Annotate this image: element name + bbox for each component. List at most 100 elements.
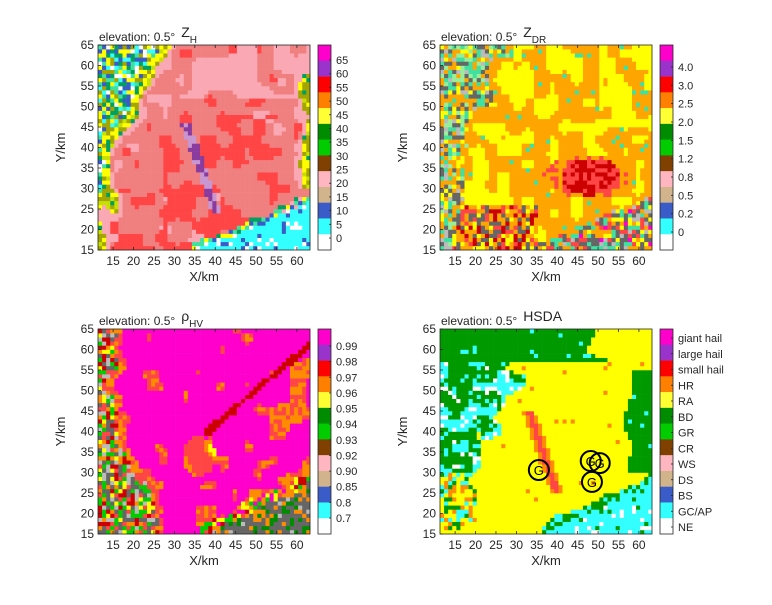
radar-cell (241, 172, 245, 176)
radar-cell (477, 238, 481, 242)
radar-cell (452, 180, 456, 184)
radar-cell (110, 78, 114, 82)
radar-cell (131, 86, 135, 90)
radar-cell (257, 66, 261, 70)
radar-cell (110, 221, 114, 225)
radar-cell (184, 176, 188, 180)
radar-cell (294, 209, 298, 213)
radar-cell (505, 74, 509, 78)
radar-cell (147, 238, 151, 242)
radar-cell (607, 180, 611, 184)
radar-cell (221, 61, 225, 65)
radar-cell (526, 168, 530, 172)
radar-cell (188, 168, 192, 172)
radar-cell (155, 82, 159, 86)
radar-cell (448, 74, 452, 78)
radar-cell (612, 45, 616, 49)
radar-cell (159, 221, 163, 225)
radar-cell (188, 86, 192, 90)
radar-cell (473, 201, 477, 205)
radar-cell (127, 57, 131, 61)
radar-cell (172, 197, 176, 201)
radar-cell (558, 127, 562, 131)
radar-cell (612, 78, 616, 82)
radar-cell (245, 49, 249, 53)
radar-cell (538, 74, 542, 78)
radar-cell (188, 230, 192, 234)
radar-cell (509, 49, 513, 53)
radar-cell (298, 45, 302, 49)
radar-cell (538, 143, 542, 147)
radar-cell (261, 189, 265, 193)
radar-cell (587, 70, 591, 74)
radar-cell (245, 230, 249, 234)
radar-cell (237, 180, 241, 184)
radar-cell (135, 242, 139, 246)
radar-cell (172, 164, 176, 168)
radar-cell (167, 102, 171, 106)
radar-cell (151, 225, 155, 229)
radar-cell (204, 221, 208, 225)
radar-cell (265, 242, 269, 246)
radar-cell (522, 111, 526, 115)
radar-cell (530, 225, 534, 229)
radar-cell (151, 234, 155, 238)
radar-cell (278, 70, 282, 74)
radar-cell (216, 49, 220, 53)
radar-cell (114, 172, 118, 176)
radar-cell (554, 148, 558, 152)
radar-cell (538, 197, 542, 201)
radar-cell (526, 156, 530, 160)
radar-cell (286, 107, 290, 111)
radar-cell (497, 115, 501, 119)
radar-cell (509, 115, 513, 119)
radar-cell (282, 111, 286, 115)
radar-cell (151, 82, 155, 86)
radar-cell (497, 172, 501, 176)
radar-cell (147, 49, 151, 53)
radar-cell (575, 135, 579, 139)
radar-cell (208, 160, 212, 164)
radar-cell (188, 74, 192, 78)
radar-cell (518, 135, 522, 139)
radar-cell (579, 139, 583, 143)
radar-cell (448, 193, 452, 197)
radar-cell (460, 180, 464, 184)
radar-cell (501, 172, 505, 176)
radar-cell (274, 193, 278, 197)
radar-cell (123, 201, 127, 205)
radar-cell (163, 115, 167, 119)
radar-cell (554, 53, 558, 57)
radar-cell (127, 74, 131, 78)
radar-cell (599, 135, 603, 139)
radar-cell (298, 164, 302, 168)
radar-cell (620, 115, 624, 119)
radar-cell (452, 107, 456, 111)
radar-cell (440, 111, 444, 115)
radar-cell (624, 221, 628, 225)
radar-cell (167, 78, 171, 82)
radar-cell (563, 127, 567, 131)
radar-cell (567, 127, 571, 131)
radar-cell (620, 156, 624, 160)
radar-cell (294, 168, 298, 172)
radar-cell (298, 217, 302, 221)
radar-cell (473, 74, 477, 78)
radar-cell (159, 74, 163, 78)
radar-cell (587, 152, 591, 156)
radar-cell (102, 164, 106, 168)
radar-cell (131, 197, 135, 201)
radar-cell (253, 139, 257, 143)
radar-cell (286, 57, 290, 61)
radar-cell (212, 94, 216, 98)
radar-cell (538, 131, 542, 135)
radar-cell (237, 156, 241, 160)
radar-cell (616, 230, 620, 234)
radar-cell (563, 53, 567, 57)
radar-cell (286, 115, 290, 119)
radar-cell (554, 238, 558, 242)
radar-cell (261, 209, 265, 213)
radar-cell (196, 213, 200, 217)
radar-cell (290, 102, 294, 106)
